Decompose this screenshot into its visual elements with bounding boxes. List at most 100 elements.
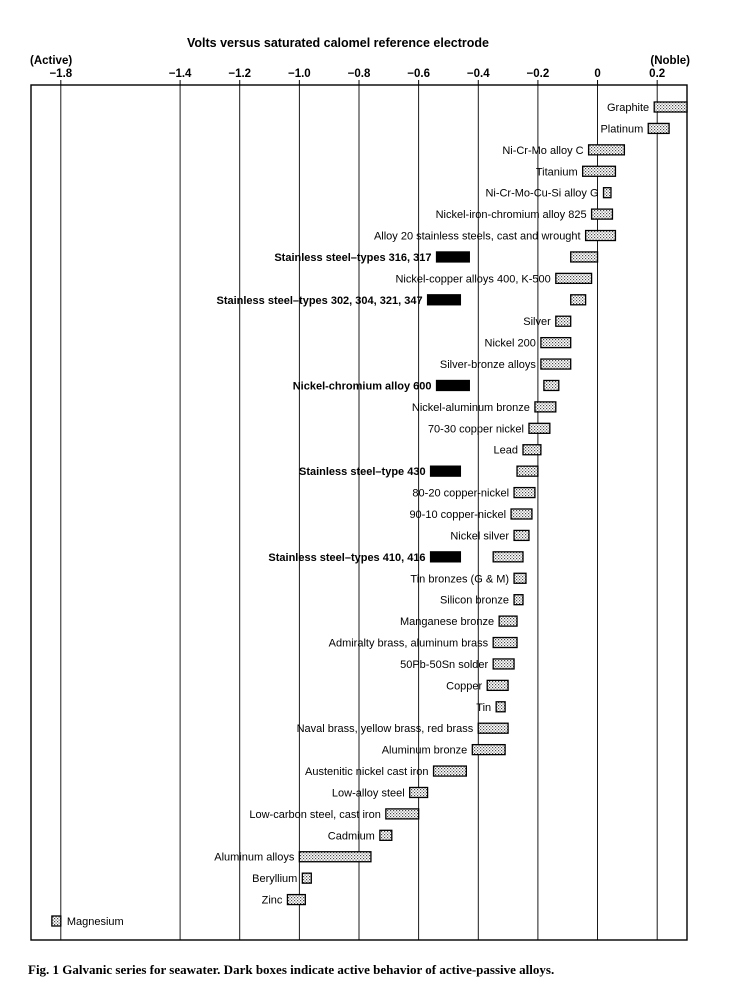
range-bar xyxy=(513,572,527,584)
alloy-label: Austenitic nickel cast iron xyxy=(305,766,429,778)
alloy-label: Cadmium xyxy=(328,830,375,842)
alloy-label: 70-30 copper nickel xyxy=(428,423,524,435)
grid-lines xyxy=(60,85,658,940)
range-bar xyxy=(555,315,572,327)
range-bar xyxy=(51,915,62,927)
active-range-bar xyxy=(429,465,462,477)
alloy-label: Silicon bronze xyxy=(440,595,509,607)
alloy-label: Stainless steel–types 316, 317 xyxy=(274,252,431,264)
tick-label: −1.4 xyxy=(169,68,192,80)
range-bar xyxy=(570,294,587,306)
tick-label: −1.8 xyxy=(49,68,72,80)
range-bar xyxy=(513,529,530,542)
range-bar xyxy=(486,679,509,692)
alloy-label: Beryllium xyxy=(252,873,297,885)
potential-ranges xyxy=(51,101,688,927)
alloy-label: 50Pb-50Sn solder xyxy=(400,659,488,671)
range-bar xyxy=(540,358,572,370)
alloy-label: Alloy 20 stainless steels, cast and wrou… xyxy=(374,231,581,243)
alloy-label: Silver-bronze alloys xyxy=(440,359,536,371)
range-bar xyxy=(555,272,593,285)
alloy-label: Aluminum alloys xyxy=(214,852,295,864)
alloy-label: Low-alloy steel xyxy=(332,787,405,799)
chart-title: Volts versus saturated calomel reference… xyxy=(187,36,489,50)
alloy-label: Lead xyxy=(494,445,518,457)
range-bar xyxy=(513,486,536,499)
tick-label: −0.4 xyxy=(467,68,490,80)
tick-label: 0 xyxy=(594,68,600,80)
alloy-label: Tin bronzes (G & M) xyxy=(410,573,509,585)
range-bar xyxy=(647,122,670,135)
noble-end-label: (Noble) xyxy=(650,55,690,67)
alloy-label: Tin xyxy=(476,702,491,714)
alloy-label: Stainless steel–types 302, 304, 321, 347 xyxy=(216,295,422,307)
alloy-label: Stainless steel–types 410, 416 xyxy=(268,552,425,564)
range-bar xyxy=(510,508,533,520)
plot-frame xyxy=(30,84,688,941)
alloy-label: Nickel-iron-chromium alloy 825 xyxy=(436,209,587,221)
axis-ticks: −1.8 −1.4 −1.2 −1.0 −0.8 −0.6 −0.4 −0.2 0 0.2 xyxy=(49,68,665,85)
tick-label: 0.2 xyxy=(649,68,665,80)
alloy-label: Zinc xyxy=(262,895,283,907)
active-range-bar xyxy=(435,379,470,392)
alloy-label: Platinum xyxy=(600,123,643,135)
tick-label: −1.2 xyxy=(228,68,251,80)
range-bar xyxy=(432,765,467,777)
alloy-label: Silver xyxy=(523,316,551,328)
range-bar xyxy=(498,615,518,627)
range-bar xyxy=(492,636,518,649)
range-bar xyxy=(590,208,614,220)
tick-label: −1.0 xyxy=(288,68,311,80)
range-bar xyxy=(528,422,551,434)
range-bar xyxy=(516,465,539,477)
alloy-label: Nickel 200 xyxy=(485,338,536,350)
active-range-bar xyxy=(435,251,470,263)
alloy-label: Nickel-chromium alloy 600 xyxy=(293,380,432,392)
alloy-label: Aluminum bronze xyxy=(382,745,468,757)
range-bar xyxy=(492,658,515,670)
alloy-label: Graphite xyxy=(607,102,649,114)
alloy-label: Naval brass, yellow brass, red brass xyxy=(297,723,474,735)
alloy-label: Low-carbon steel, cast iron xyxy=(249,809,380,821)
alloy-label: Ni-Cr-Mo-Cu-Si alloy G xyxy=(485,188,598,200)
range-bar xyxy=(409,786,429,799)
range-bar xyxy=(492,551,524,563)
active-range-bar xyxy=(429,551,462,563)
active-range-bar xyxy=(426,294,462,306)
range-bar xyxy=(653,101,688,113)
tick-label: −0.6 xyxy=(407,68,430,80)
range-bar xyxy=(602,187,612,199)
range-bar xyxy=(581,165,617,177)
range-bar xyxy=(298,851,372,863)
alloy-label: 80-20 copper-nickel xyxy=(412,488,509,500)
alloy-label: Stainless steel–type 430 xyxy=(299,466,426,478)
alloy-label: Magnesium xyxy=(67,916,124,928)
range-bar xyxy=(477,722,509,734)
alloy-label: Nickel silver xyxy=(450,530,509,542)
range-bar xyxy=(513,594,524,606)
alloy-label: Titanium xyxy=(536,166,578,178)
range-bar xyxy=(584,229,617,242)
alloy-label: Admiralty brass, aluminum brass xyxy=(329,638,489,650)
range-bar xyxy=(379,829,393,841)
range-bar xyxy=(543,379,560,392)
range-bar xyxy=(495,701,506,713)
active-end-label: (Active) xyxy=(30,55,72,67)
range-bar xyxy=(385,808,420,820)
range-bar xyxy=(570,251,599,263)
alloy-label: Nickel-copper alloys 400, K-500 xyxy=(395,273,550,285)
alloy-label: 90-10 copper-nickel xyxy=(409,509,506,521)
tick-label: −0.8 xyxy=(348,68,371,80)
alloy-label: Ni-Cr-Mo alloy C xyxy=(502,145,583,157)
range-bar xyxy=(301,872,312,884)
alloy-label: Copper xyxy=(446,680,482,692)
figure-caption: Fig. 1 Galvanic series for seawater. Dar… xyxy=(28,962,555,977)
range-bar xyxy=(471,743,506,756)
range-bar xyxy=(587,144,626,156)
alloy-label: Manganese bronze xyxy=(400,616,494,628)
range-bar xyxy=(540,336,572,349)
alloy-label: Nickel-aluminum bronze xyxy=(412,402,530,414)
range-bar xyxy=(534,401,557,413)
tick-label: −0.2 xyxy=(527,68,550,80)
